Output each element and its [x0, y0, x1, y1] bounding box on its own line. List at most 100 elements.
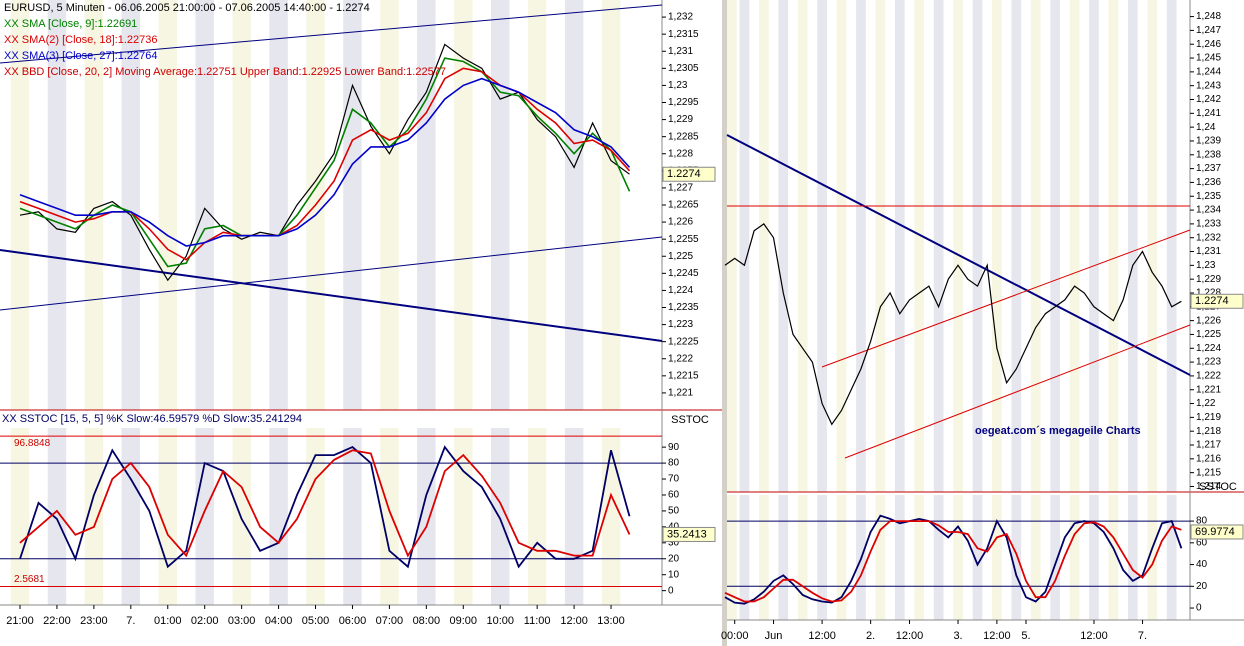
- panel-label: SSTOC: [1199, 481, 1237, 493]
- x-tick-label: 04:00: [265, 615, 293, 627]
- time-stripe: [564, 0, 584, 410]
- x-tick-label: 12:00: [808, 630, 836, 642]
- x-tick-label: 12:00: [560, 615, 588, 627]
- time-stripe: [121, 428, 141, 605]
- time-stripe: [914, 495, 925, 620]
- y-tick-label: 1,246: [1196, 39, 1221, 50]
- time-stripe: [343, 428, 362, 605]
- y-tick-label: 1,233: [1196, 219, 1221, 230]
- time-stripe: [195, 428, 214, 605]
- y-tick-label: 70: [668, 474, 680, 485]
- time-stripe: [972, 495, 983, 620]
- x-tick-label: 09:00: [450, 615, 478, 627]
- time-stripe: [972, 0, 983, 492]
- time-stripe: [914, 0, 925, 492]
- y-tick-label: 1,228: [1196, 288, 1221, 299]
- y-tick-label: 1,2265: [668, 200, 699, 211]
- time-stripe: [306, 428, 325, 605]
- time-stripe: [454, 428, 473, 605]
- data-line: [19, 445, 631, 569]
- trend-line: [0, 236, 663, 311]
- y-tick-label: 1,2215: [668, 370, 699, 381]
- x-tick-label: Jun: [765, 630, 783, 642]
- y-tick-label: 20: [668, 553, 680, 564]
- y-tick-label: 1,2315: [668, 29, 699, 40]
- chart-title: XX SSTOC [15, 5, 5] %K Slow:46.59579 %D …: [2, 413, 302, 425]
- time-stripe: [1127, 0, 1138, 492]
- time-stripe: [1089, 0, 1099, 492]
- data-line: [724, 223, 1182, 426]
- time-stripe: [739, 0, 750, 492]
- time-stripe: [417, 428, 436, 605]
- y-tick-label: 1,232: [1196, 232, 1221, 243]
- y-tick-label: 1,219: [1196, 412, 1221, 423]
- data-line: [19, 449, 631, 558]
- time-stripe: [894, 495, 905, 620]
- y-tick-label: 1,222: [668, 353, 693, 364]
- data-line: [19, 57, 631, 268]
- x-tick-label: 07:00: [376, 615, 404, 627]
- y-tick-label: 1,214: [1196, 481, 1221, 492]
- time-stripe: [527, 428, 547, 605]
- y-tick-label: 10: [668, 569, 680, 580]
- x-tick-label: 00:00: [721, 630, 749, 642]
- time-stripe: [343, 0, 362, 410]
- time-stripe: [10, 428, 30, 605]
- y-tick-label: 1,2235: [668, 302, 699, 313]
- channel-line: [844, 324, 1191, 459]
- x-tick-label: 2.: [866, 630, 875, 642]
- y-tick-label: 1,227: [668, 183, 693, 194]
- time-stripe: [953, 0, 963, 492]
- y-tick-label: 1,226: [1196, 315, 1221, 326]
- y-tick-label: 1,218: [1196, 426, 1221, 437]
- y-tick-label: 40: [1196, 559, 1208, 570]
- time-stripe: [1147, 495, 1158, 620]
- y-tick-label: 1,221: [1196, 384, 1221, 395]
- y-tick-label: 1,237: [1196, 163, 1221, 174]
- y-tick-label: 1,235: [1196, 191, 1221, 202]
- trend-line: [726, 134, 1191, 376]
- time-stripe: [758, 495, 769, 620]
- y-tick-label: 80: [1196, 516, 1208, 527]
- legend-entry: XX SMA(2) [Close, 18]:1.22736: [4, 34, 157, 46]
- time-stripe: [269, 0, 288, 410]
- x-tick-label: 5.: [1021, 630, 1030, 642]
- legend-entry: XX SMA [Close, 9]:1.22691: [4, 18, 137, 30]
- x-tick-label: 06:00: [339, 615, 367, 627]
- time-stripe: [1108, 0, 1119, 492]
- time-stripe: [121, 0, 141, 410]
- time-stripe: [875, 0, 886, 492]
- time-stripe: [1166, 0, 1177, 492]
- y-tick-label: 50: [668, 506, 680, 517]
- y-tick-label: 1,239: [1196, 136, 1221, 147]
- x-tick-label: 7.: [126, 615, 135, 627]
- time-stripe: [454, 0, 473, 410]
- time-stripe: [158, 0, 177, 410]
- y-tick-label: 1,236: [1196, 177, 1221, 188]
- time-stripe: [1011, 0, 1022, 492]
- current-value: 1.2274: [667, 168, 701, 180]
- y-tick-label: 1,225: [1196, 329, 1221, 340]
- y-tick-label: 90: [668, 442, 680, 453]
- x-tick-label: 12:00: [896, 630, 924, 642]
- divider: [722, 0, 727, 646]
- time-stripe: [797, 495, 808, 620]
- time-stripe: [933, 0, 944, 492]
- time-stripe: [158, 428, 177, 605]
- trend-line: [0, 249, 663, 342]
- time-stripe: [601, 0, 621, 410]
- chart-title: EURUSD, 5 Minuten - 06.06.2005 21:00:00 …: [4, 2, 370, 14]
- y-tick-label: 1,247: [1196, 25, 1221, 36]
- time-stripe: [933, 495, 944, 620]
- bound-label: 2.5681: [14, 574, 45, 585]
- y-tick-label: 1,2285: [668, 131, 699, 142]
- time-stripe: [836, 495, 847, 620]
- y-tick-label: 1,242: [1196, 94, 1221, 105]
- time-stripe: [1069, 0, 1080, 492]
- x-tick-label: 3.: [953, 630, 962, 642]
- time-stripe: [797, 0, 808, 492]
- time-stripe: [992, 0, 1002, 492]
- time-stripe: [195, 0, 214, 410]
- x-tick-label: 21:00: [6, 615, 34, 627]
